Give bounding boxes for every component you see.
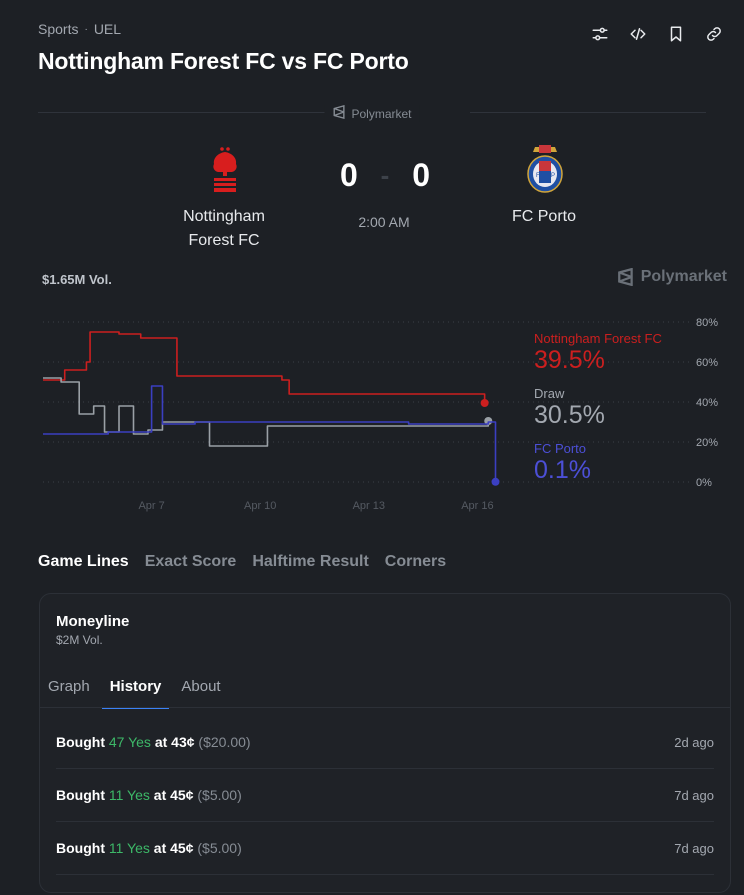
market-tabs: Game Lines Exact Score Halftime Result C… bbox=[38, 553, 446, 571]
score-separator: - bbox=[380, 160, 390, 190]
history-row: Bought 47 Yes at 43¢ ($20.00) 2d ago bbox=[56, 716, 714, 769]
total-volume: $1.65M Vol. bbox=[42, 272, 112, 287]
series-endpoint-1 bbox=[484, 417, 493, 425]
subtab-history[interactable]: History bbox=[101, 670, 170, 709]
price-chart[interactable]: 80% 60% 40% 20% 0% Apr 7 Apr 10 Apr 13 Apr 16 bbox=[0, 300, 744, 530]
history-time: 7d ago bbox=[674, 787, 714, 803]
history-shares: 11 Yes bbox=[108, 840, 150, 856]
link-icon[interactable] bbox=[704, 24, 724, 44]
legend-value-nottingham: 39.5% bbox=[534, 346, 605, 374]
subtab-graph[interactable]: Graph bbox=[48, 678, 90, 695]
polymarket-watermark: Polymarket bbox=[617, 268, 727, 286]
history-amount: ($5.00) bbox=[197, 840, 242, 856]
tab-game-lines[interactable]: Game Lines bbox=[38, 553, 129, 570]
history-action: Bought bbox=[56, 840, 105, 856]
history-shares: 11 Yes bbox=[108, 787, 150, 803]
bookmark-icon[interactable] bbox=[666, 24, 686, 44]
y-tick-label: 60% bbox=[696, 357, 718, 369]
page-title: Nottingham Forest FC vs FC Porto bbox=[38, 48, 409, 74]
series-line-2 bbox=[43, 385, 497, 482]
history-price: at 45¢ bbox=[153, 840, 194, 856]
breadcrumb-sports[interactable]: Sports bbox=[38, 21, 79, 37]
x-tick-label: Apr 7 bbox=[138, 500, 164, 512]
code-icon[interactable] bbox=[628, 24, 648, 44]
divider-line-left bbox=[38, 112, 328, 113]
legend-label-draw: Draw bbox=[534, 386, 565, 401]
divider-line-right bbox=[470, 112, 706, 113]
y-tick-label: 0% bbox=[696, 477, 712, 489]
y-tick-label: 40% bbox=[696, 397, 718, 409]
fc-porto-crest-icon: F P bbox=[525, 144, 565, 199]
svg-text:P: P bbox=[551, 173, 555, 179]
history-price: at 43¢ bbox=[154, 734, 195, 750]
tab-exact-score[interactable]: Exact Score bbox=[144, 553, 237, 570]
breadcrumb-uel[interactable]: UEL bbox=[93, 21, 122, 37]
nottingham-forest-crest-icon bbox=[210, 146, 240, 199]
history-amount: ($20.00) bbox=[198, 734, 251, 750]
series-endpoint-0 bbox=[480, 399, 489, 407]
series-line-0 bbox=[43, 331, 486, 403]
history-text: Bought 11 Yes at 45¢ ($5.00) bbox=[56, 840, 242, 856]
history-time: 2d ago bbox=[674, 734, 714, 750]
away-team-name: FC Porto bbox=[511, 208, 576, 225]
x-tick-label: Apr 10 bbox=[244, 500, 276, 512]
tab-corners[interactable]: Corners bbox=[384, 553, 447, 570]
subtabs-divider bbox=[40, 707, 730, 708]
history-text: Bought 47 Yes at 43¢ ($20.00) bbox=[56, 734, 251, 750]
toolbar bbox=[590, 24, 724, 44]
breadcrumb-separator: · bbox=[84, 23, 88, 35]
history-row: Bought 11 Yes at 45¢ ($5.00) 7d ago bbox=[56, 769, 714, 822]
kickoff-time: 2:00 AM bbox=[358, 214, 410, 230]
y-tick-label: 80% bbox=[696, 317, 718, 329]
scoreboard: 0 - 0 bbox=[340, 157, 430, 194]
watermark-text: Polymarket bbox=[640, 268, 727, 285]
history-action: Bought bbox=[56, 734, 105, 750]
legend-value-draw: 30.5% bbox=[534, 401, 605, 429]
history-action: Bought bbox=[56, 787, 105, 803]
series-line-1 bbox=[43, 377, 490, 447]
history-shares: 47 Yes bbox=[108, 734, 151, 750]
svg-text:F: F bbox=[536, 173, 540, 179]
market-title: Moneyline bbox=[56, 613, 130, 630]
home-team-name: Nottingham Forest FC bbox=[164, 205, 284, 253]
y-tick-label: 20% bbox=[696, 437, 718, 449]
legend-value-porto: 0.1% bbox=[534, 456, 591, 484]
home-score: 0 bbox=[340, 157, 358, 193]
sliders-icon[interactable] bbox=[590, 24, 610, 44]
source-label: Polymarket bbox=[324, 104, 420, 122]
away-score: 0 bbox=[412, 157, 430, 193]
home-team-line1: Nottingham bbox=[183, 208, 265, 225]
tab-halftime-result[interactable]: Halftime Result bbox=[252, 553, 369, 570]
source-divider: Polymarket bbox=[38, 104, 706, 122]
x-tick-label: Apr 16 bbox=[461, 500, 493, 512]
moneyline-card: Moneyline $2M Vol. Graph History About B… bbox=[39, 593, 731, 893]
market-volume: $2M Vol. bbox=[56, 633, 103, 647]
breadcrumb: Sports · UEL bbox=[38, 21, 121, 37]
polymarket-logo-icon bbox=[332, 104, 346, 122]
history-text: Bought 11 Yes at 45¢ ($5.00) bbox=[56, 787, 242, 803]
history-time: 7d ago bbox=[674, 840, 714, 856]
history-price: at 45¢ bbox=[153, 787, 194, 803]
market-subtabs: Graph History About bbox=[40, 670, 233, 709]
history-row: Bought 11 Yes at 45¢ ($5.00) 7d ago bbox=[56, 822, 714, 875]
x-tick-label: Apr 13 bbox=[353, 500, 385, 512]
history-amount: ($5.00) bbox=[197, 787, 242, 803]
source-name: Polymarket bbox=[351, 106, 412, 121]
legend-label-porto: FC Porto bbox=[534, 441, 587, 456]
legend-label-nottingham: Nottingham Forest FC bbox=[534, 331, 662, 346]
subtab-about[interactable]: About bbox=[181, 678, 221, 695]
series-endpoint-2 bbox=[491, 477, 500, 486]
home-team-line2: Forest FC bbox=[188, 232, 260, 249]
